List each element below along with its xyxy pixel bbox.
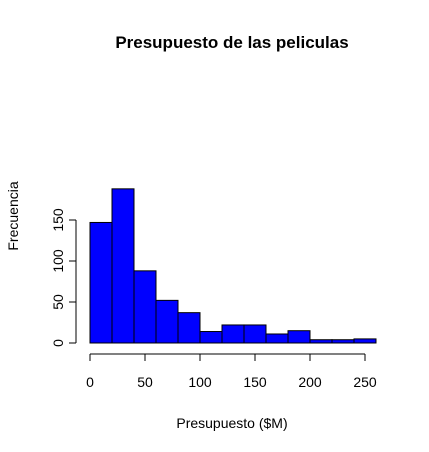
y-tick-label: 50 [50,294,66,310]
y-axis-label: Frecuencia [5,181,21,250]
histogram-bar-10 [309,339,333,344]
x-axis: 0 50 100 150 200 250 [86,353,377,390]
x-tick-label: 150 [243,374,267,390]
y-tick-label: 100 [50,249,66,273]
histogram-bar-12 [353,338,377,344]
x-tick-label: 0 [86,374,94,390]
y-tick-label: 0 [50,339,66,347]
x-tick-label: 50 [137,374,153,390]
histogram-bar-8 [265,333,289,344]
chart-title: Presupuesto de las peliculas [115,33,348,52]
histogram-bar-6 [221,324,245,344]
x-tick-label: 250 [353,374,377,390]
histogram-bars [89,188,377,344]
x-tick-label: 100 [188,374,212,390]
y-tick-label: 150 [50,208,66,232]
histogram-bar-0 [89,221,113,344]
histogram-bar-3 [155,299,179,344]
histogram-bar-5 [199,331,223,344]
histogram-bar-9 [287,330,311,344]
histogram-bar-11 [331,339,355,344]
histogram-bar-4 [177,312,201,344]
histogram-bar-2 [133,270,157,344]
histogram-bar-7 [243,324,267,344]
histogram-bar-1 [111,188,135,344]
y-axis: 0 50 100 150 [50,208,77,347]
x-tick-label: 200 [298,374,322,390]
x-axis-label: Presupuesto ($M) [176,415,287,431]
